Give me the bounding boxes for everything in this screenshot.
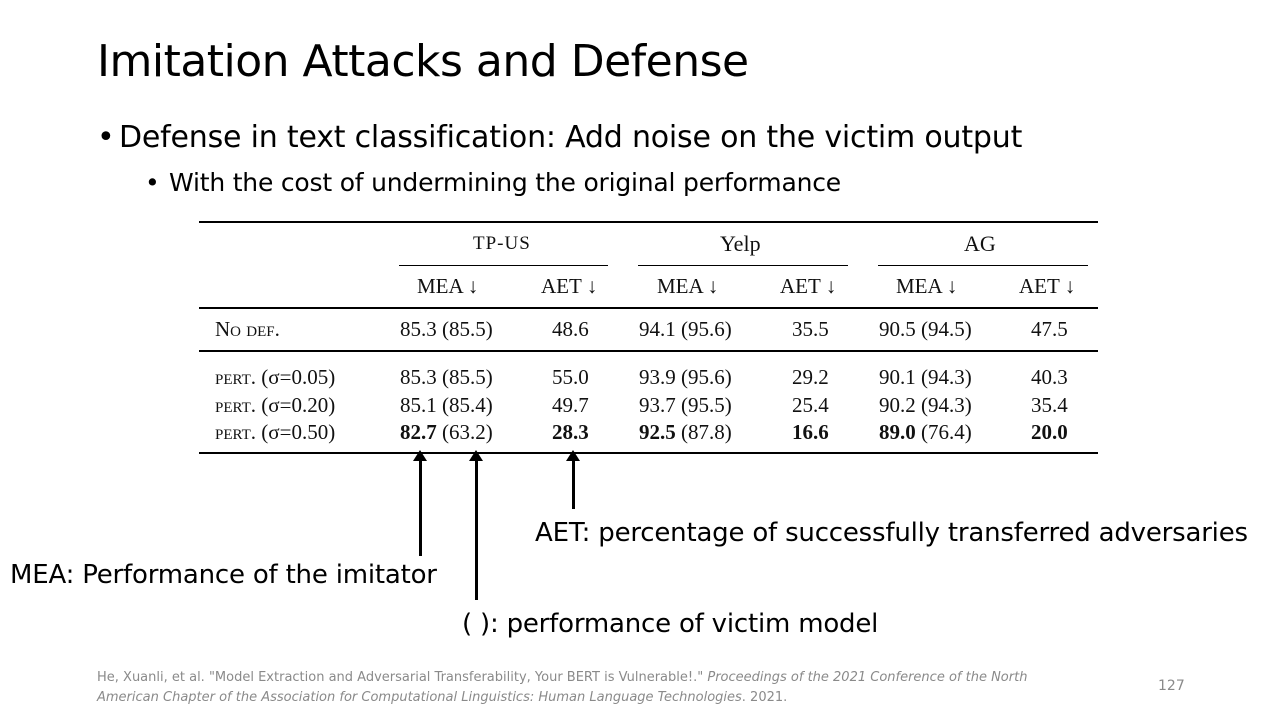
mea-arrow <box>413 450 427 556</box>
subheader-aet: AET ↓ <box>1019 274 1076 298</box>
header-rule <box>199 307 1098 309</box>
table-cell: 29.2 <box>792 365 829 389</box>
table-cell: 93.7 (95.5) <box>639 393 732 417</box>
table-cell: 20.0 <box>1031 420 1068 444</box>
bullet-main-text: Defense in text classification: Add nois… <box>119 120 1023 155</box>
group-rule-tp-us <box>399 265 608 266</box>
bullet-dot: • <box>145 168 160 197</box>
subheader-mea: MEA ↓ <box>657 274 719 298</box>
table-cell: 89.0 (76.4) <box>879 420 972 444</box>
table-cell: 92.5 (87.8) <box>639 420 732 444</box>
slide-title: Imitation Attacks and Defense <box>97 36 749 87</box>
results-table: TP-US Yelp AG MEA ↓ AET ↓ MEA ↓ AET ↓ ME… <box>199 221 1098 455</box>
table-cell: 28.3 <box>552 420 589 444</box>
table-top-rule <box>199 221 1098 223</box>
table-cell: 35.4 <box>1031 393 1068 417</box>
group-rule-ag <box>878 265 1088 266</box>
table-cell: 49.7 <box>552 393 589 417</box>
aet-arrow <box>566 450 580 509</box>
group-header-ag: AG <box>964 231 996 256</box>
group-header-tp-us: TP-US <box>473 233 531 254</box>
row-label: No def. <box>215 317 280 341</box>
bullet-sub-text: With the cost of undermining the origina… <box>169 168 841 197</box>
table-cell: 25.4 <box>792 393 829 417</box>
table-bottom-rule <box>199 452 1098 454</box>
table-cell: 85.3 (85.5) <box>400 317 493 341</box>
subheader-aet: AET ↓ <box>541 274 598 298</box>
table-cell: 90.1 (94.3) <box>879 365 972 389</box>
table-cell: 47.5 <box>1031 317 1068 341</box>
subheader-aet: AET ↓ <box>780 274 837 298</box>
row-label: pert. (σ=0.20) <box>215 393 336 417</box>
bullet-main: • Defense in text classification: Add noi… <box>97 120 1022 155</box>
subheader-mea: MEA ↓ <box>896 274 958 298</box>
mea-annotation: MEA: Performance of the imitator <box>10 560 437 590</box>
section-rule <box>199 350 1098 352</box>
table-cell: 82.7 (63.2) <box>400 420 493 444</box>
table-cell: 90.2 (94.3) <box>879 393 972 417</box>
table-cell: 55.0 <box>552 365 589 389</box>
group-rule-yelp <box>638 265 848 266</box>
bullet-sub: • With the cost of undermining the origin… <box>145 168 841 197</box>
row-label: pert. (σ=0.50) <box>215 420 336 444</box>
table-cell: 16.6 <box>792 420 829 444</box>
table-cell: 94.1 (95.6) <box>639 317 732 341</box>
victim-annotation: ( ): performance of victim model <box>462 609 879 639</box>
group-header-yelp: Yelp <box>720 231 761 256</box>
subheader-mea: MEA ↓ <box>417 274 479 298</box>
table-cell: 48.6 <box>552 317 589 341</box>
table-cell: 93.9 (95.6) <box>639 365 732 389</box>
bullet-dot: • <box>97 120 115 155</box>
row-label: pert. (σ=0.05) <box>215 365 336 389</box>
table-cell: 35.5 <box>792 317 829 341</box>
victim-arrow <box>469 450 483 600</box>
table-cell: 85.1 (85.4) <box>400 393 493 417</box>
table-cell: 85.3 (85.5) <box>400 365 493 389</box>
table-cell: 40.3 <box>1031 365 1068 389</box>
aet-annotation: AET: percentage of successfully transfer… <box>535 518 1248 548</box>
citation: He, Xuanli, et al. "Model Extraction and… <box>97 670 1028 705</box>
table-cell: 90.5 (94.5) <box>879 317 972 341</box>
page-number: 127 <box>1158 678 1185 694</box>
